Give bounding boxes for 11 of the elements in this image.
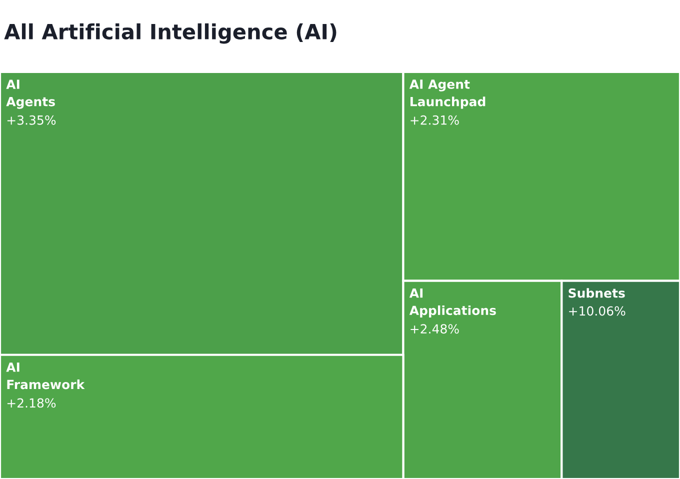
category-label: AI Framework: [6, 362, 85, 390]
category-label: AI Agent Launchpad: [409, 80, 486, 109]
category-label: Subnets: [568, 288, 625, 298]
text: All Artificial Intelligence (AI): [4, 23, 336, 44]
category-label: AI Agents: [6, 80, 55, 109]
category-label: AI Applications: [409, 288, 496, 318]
data-label: +2.31%: [410, 115, 459, 125]
data-label: +3.35%: [7, 115, 56, 125]
data-label: +10.06%: [569, 306, 626, 316]
data-label: +2.48%: [410, 324, 459, 334]
data-label: +2.18%: [7, 398, 56, 408]
